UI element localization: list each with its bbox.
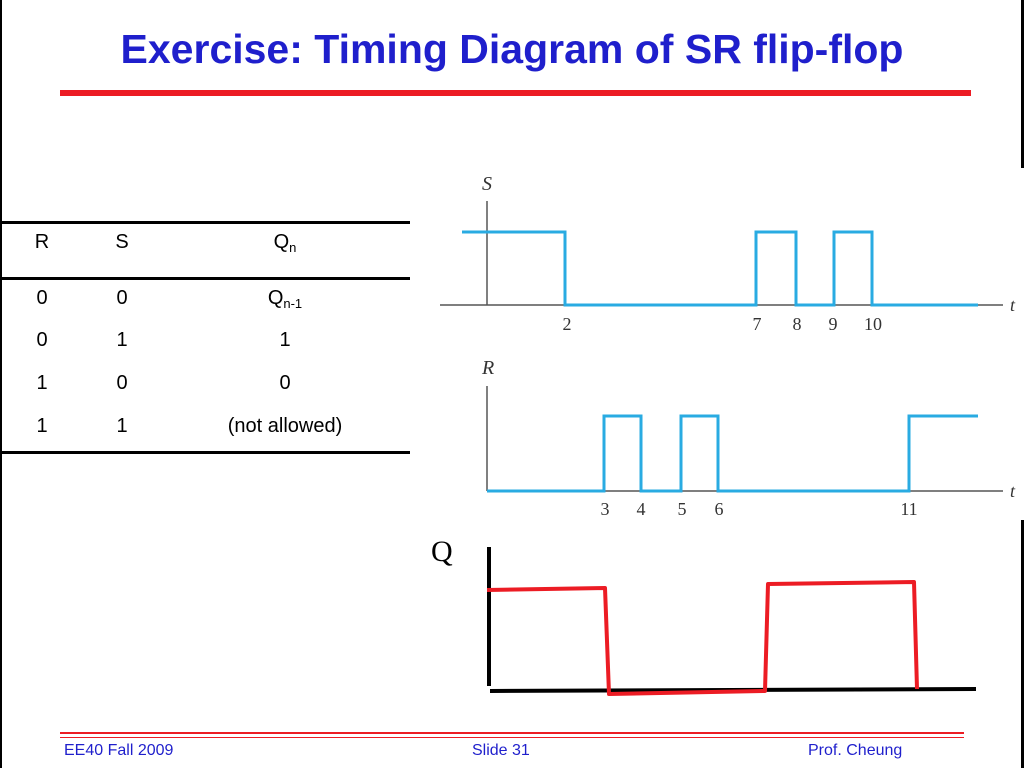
footer-rule-top — [60, 732, 964, 734]
row-2-r: 0 — [36, 329, 48, 351]
row-1-q: Qn-1 — [215, 287, 355, 311]
slide-right-edge-top — [1021, 0, 1024, 168]
row-1-q-main: Q — [267, 287, 284, 309]
table-bottom-rule — [0, 451, 410, 454]
row-1-r: 0 — [36, 287, 48, 309]
row-1-q-subscript: n-1 — [283, 296, 303, 311]
r-waveform-group: R t 3 4 5 6 11 — [481, 357, 1016, 519]
row-3-q: 0 — [279, 372, 291, 394]
table-top-rule — [0, 221, 410, 224]
q-signal — [486, 580, 919, 696]
q-waveform-group: Q — [431, 535, 977, 696]
slide-title: Exercise: Timing Diagram of SR flip-flop — [120, 26, 904, 72]
q-axis-label: Q — [431, 535, 453, 568]
s-waveform-group: S t 2 7 8 9 10 — [440, 173, 1016, 334]
footer-rule-bottom — [60, 737, 964, 738]
r-tick-5: 5 — [678, 499, 687, 519]
r-tick-6: 6 — [715, 499, 724, 519]
s-tick-9: 9 — [829, 314, 838, 334]
row-2-s: 1 — [116, 329, 128, 351]
s-tick-10: 10 — [864, 314, 882, 334]
footer-course: EE40 Fall 2009 — [64, 742, 174, 759]
s-tick-8: 8 — [793, 314, 802, 334]
row-4-q: (not allowed) — [227, 415, 343, 437]
r-t-label: t — [1010, 481, 1016, 501]
r-tick-3: 3 — [601, 499, 610, 519]
row-4-s: 1 — [116, 415, 128, 437]
s-tick-2: 2 — [563, 314, 572, 334]
row-2-q: 1 — [279, 329, 291, 351]
s-t-label: t — [1010, 295, 1016, 315]
s-axis-label: S — [482, 173, 492, 195]
row-1-s: 0 — [116, 287, 128, 309]
footer-author: Prof. Cheung — [808, 742, 903, 759]
r-tick-4: 4 — [637, 499, 646, 519]
s-signal — [462, 230, 978, 307]
header-qn: Qn — [235, 231, 335, 255]
header-r: R — [34, 231, 50, 253]
r-tick-11: 11 — [900, 499, 917, 519]
s-tick-7: 7 — [753, 314, 762, 334]
header-q-subscript: n — [289, 240, 297, 255]
footer-slide-number: Slide 31 — [472, 742, 530, 759]
r-signal — [487, 414, 978, 493]
title-underline — [60, 90, 971, 96]
r-axis-label: R — [481, 357, 494, 379]
row-3-s: 0 — [116, 372, 128, 394]
header-q: Q — [273, 231, 290, 253]
row-3-r: 1 — [36, 372, 48, 394]
slide-right-edge-bottom — [1021, 520, 1024, 768]
row-4-r: 1 — [36, 415, 48, 437]
slide-left-edge — [0, 0, 2, 768]
table-header-rule — [0, 277, 410, 280]
header-s: S — [115, 231, 129, 253]
